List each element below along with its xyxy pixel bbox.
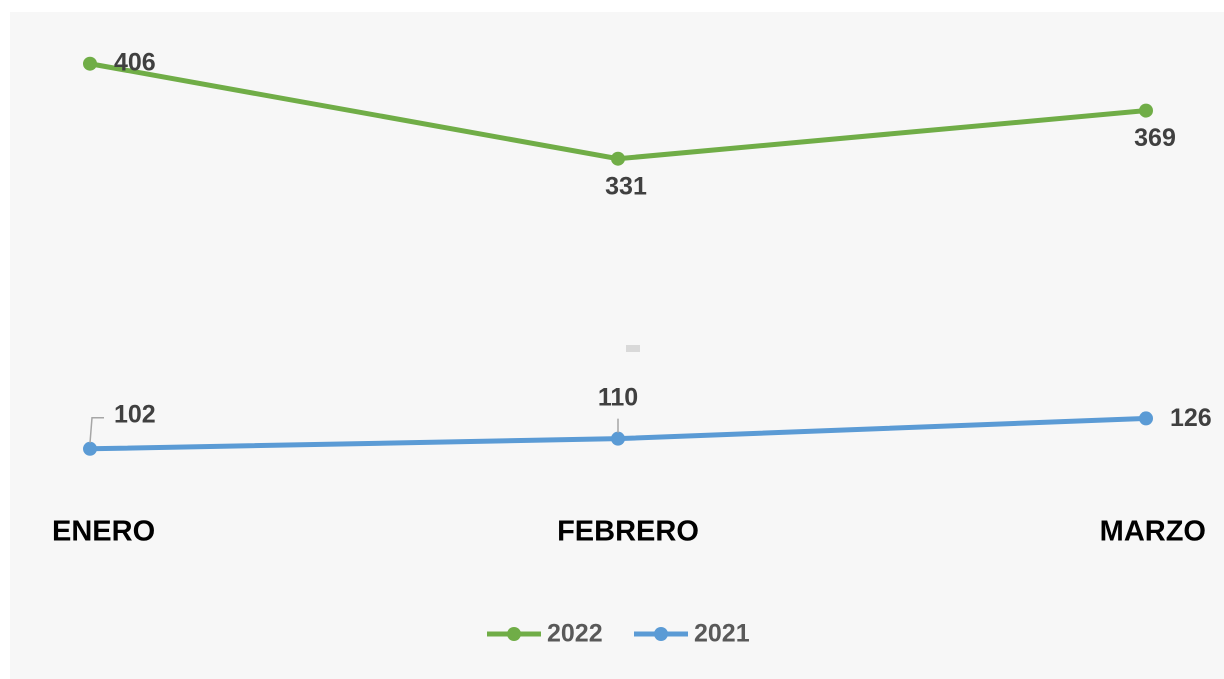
leader-line — [89, 417, 104, 443]
marker — [83, 56, 97, 71]
legend-marker — [654, 627, 668, 641]
legend-marker — [507, 627, 521, 641]
data-label: 102 — [114, 400, 156, 428]
x-tick-label: FEBRERO — [557, 516, 699, 548]
data-label: 331 — [605, 172, 647, 200]
x-tick-label: MARZO — [1100, 516, 1206, 548]
marker — [1139, 411, 1153, 426]
data-label: 406 — [114, 48, 156, 76]
legend-label: 2021 — [694, 620, 750, 648]
marker — [83, 441, 97, 456]
data-label: 369 — [1134, 124, 1176, 152]
x-tick-label: ENERO — [52, 516, 155, 548]
plot-background — [10, 12, 1224, 679]
legend-label: 2022 — [547, 620, 603, 648]
marker — [611, 151, 625, 166]
data-label: 110 — [598, 383, 638, 411]
data-label: 126 — [1170, 404, 1212, 432]
marker — [1139, 103, 1153, 118]
marker — [611, 431, 625, 446]
decoration — [626, 345, 640, 352]
